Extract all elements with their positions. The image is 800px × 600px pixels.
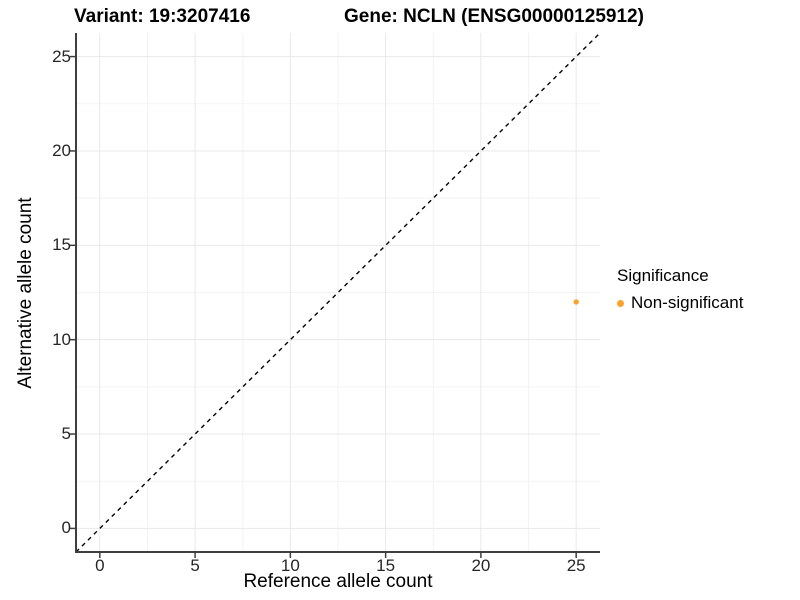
x-tick-label: 10 (280, 556, 300, 575)
plot-title-variant: Variant: 19:3207416 (74, 6, 251, 27)
legend-item-label: Non-significant (631, 293, 744, 312)
y-tick-label: 20 (52, 140, 71, 160)
x-tick-label: 0 (95, 556, 105, 575)
y-tick-label: 25 (52, 46, 71, 66)
y-tick-label: 5 (61, 424, 71, 444)
x-tick-label: 15 (376, 556, 396, 575)
y-axis-title: Alternative allele count (15, 197, 36, 389)
legend-point-icon (617, 299, 624, 307)
identity-dashed-line (75, 32, 601, 553)
y-tick-label: 10 (52, 329, 71, 349)
data-point (573, 299, 579, 305)
x-axis-title: Reference allele count (243, 571, 433, 592)
x-tick-label: 5 (190, 556, 200, 575)
plot-title-gene: Gene: NCLN (ENSG00000125912) (344, 6, 644, 27)
y-tick-label: 0 (61, 518, 71, 538)
legend: Significance Non-significant (617, 266, 743, 313)
legend-item-non-significant: Non-significant (617, 293, 743, 313)
x-tick-label: 25 (566, 556, 586, 575)
y-tick-label: 15 (52, 235, 71, 255)
legend-title: Significance (617, 266, 709, 285)
x-tick-label: 20 (471, 556, 491, 575)
